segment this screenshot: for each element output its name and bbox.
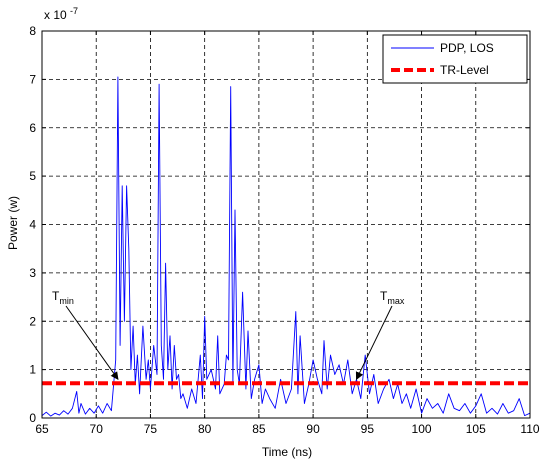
series-layer bbox=[41, 76, 531, 417]
annotation-arrow-t-min bbox=[65, 305, 119, 380]
annotation-t-max: Tmax bbox=[355, 289, 405, 381]
y-tick-label: 2 bbox=[29, 314, 36, 328]
y-tick-label: 4 bbox=[29, 218, 36, 232]
annotation-label-t-min: Tmin bbox=[52, 289, 74, 306]
y-tick-label: 1 bbox=[29, 363, 36, 377]
legend-label-pdp: PDP, LOS bbox=[440, 41, 494, 55]
legend-label-tr: TR-Level bbox=[440, 63, 489, 77]
annotation-t-min: Tmin bbox=[52, 289, 119, 380]
grid bbox=[42, 31, 530, 418]
y-tick-label: 3 bbox=[29, 266, 36, 280]
x-axis-label: Time (ns) bbox=[262, 445, 312, 459]
ticks: 65 70 75 80 85 90 95 100 105 110 0 1 2 3 4 5 6 7 8 bbox=[29, 24, 540, 436]
annotation-label-t-max: Tmax bbox=[380, 289, 405, 306]
x-tick-label: 85 bbox=[252, 422, 266, 436]
y-axis-label: Power (w) bbox=[6, 196, 20, 250]
x-tick-label: 100 bbox=[412, 422, 432, 436]
x-tick-label: 80 bbox=[198, 422, 212, 436]
series-line-pdp-los bbox=[41, 76, 531, 417]
legend-box bbox=[382, 34, 528, 84]
y-tick-label: 5 bbox=[29, 169, 36, 183]
y-tick-label: 0 bbox=[29, 411, 36, 425]
x-tick-label: 95 bbox=[361, 422, 375, 436]
annotations: Tmin Tmax bbox=[52, 289, 405, 381]
x-tick-label: 90 bbox=[306, 422, 320, 436]
annotation-arrow-t-max bbox=[355, 305, 393, 381]
y-tick-label: 8 bbox=[29, 24, 36, 38]
y-tick-label: 6 bbox=[29, 121, 36, 135]
x-tick-label: 70 bbox=[90, 422, 104, 436]
x-tick-label: 105 bbox=[466, 422, 486, 436]
legend: PDP, LOS TR-Level bbox=[382, 34, 528, 84]
y-tick-label: 7 bbox=[29, 72, 36, 86]
x-tick-label: 75 bbox=[144, 422, 158, 436]
x-tick-label: 65 bbox=[35, 422, 49, 436]
x-tick-label: 110 bbox=[520, 422, 539, 436]
y-exponent-label: x 10 -7 bbox=[44, 6, 78, 22]
